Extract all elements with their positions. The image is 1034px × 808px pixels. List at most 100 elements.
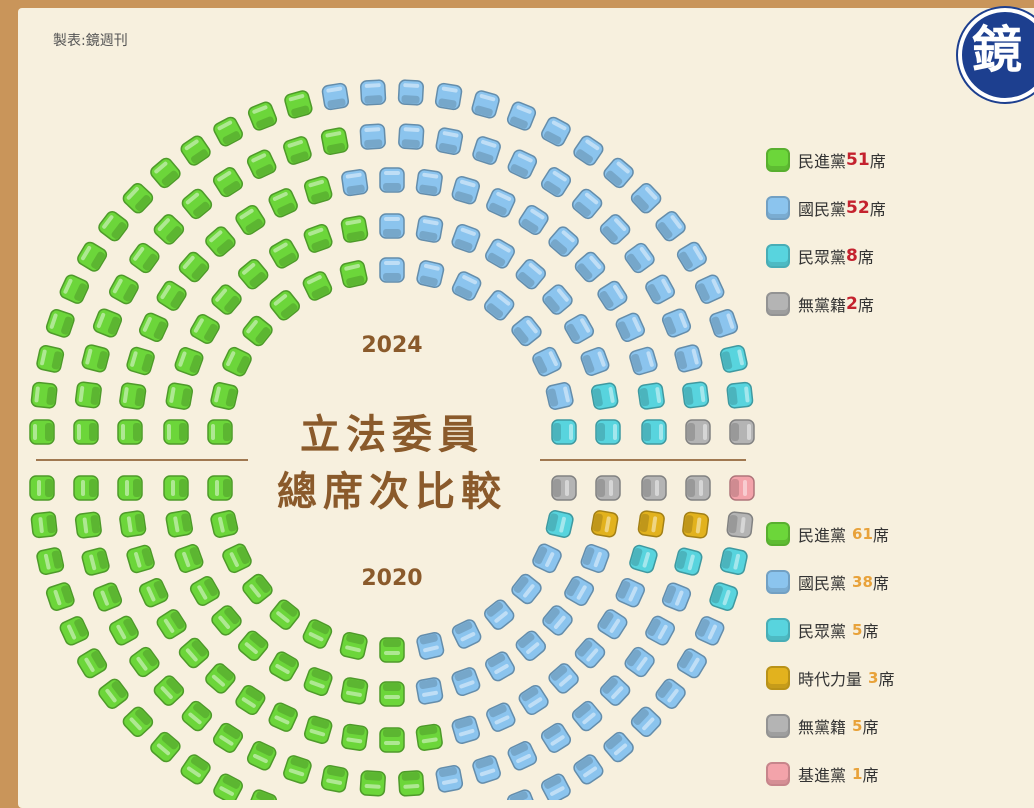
seat-back <box>711 316 723 335</box>
seat-back <box>223 479 231 497</box>
seat-highlight <box>49 313 58 329</box>
seat-2024 <box>339 260 368 289</box>
seat-back <box>486 303 504 319</box>
seat-back <box>518 271 535 288</box>
legend-count: 1 <box>852 765 863 783</box>
legend-count: 5 <box>852 717 863 735</box>
seat-back <box>311 191 330 203</box>
seat-back <box>550 665 568 681</box>
seat-2020 <box>532 543 562 574</box>
seat-back <box>278 653 297 668</box>
seat-2020 <box>210 510 239 538</box>
seat-back <box>731 423 739 441</box>
seat-2020 <box>590 510 619 538</box>
seat-back <box>721 550 733 569</box>
seat-2020 <box>211 605 242 636</box>
seat-highlight <box>496 242 511 253</box>
seat-highlight <box>239 208 254 220</box>
seat-highlight <box>494 663 509 674</box>
seat-highlight <box>678 312 688 329</box>
seat-back <box>225 513 237 532</box>
seat-back <box>46 386 56 406</box>
seat-2020 <box>685 475 711 501</box>
seat-2024 <box>210 382 239 410</box>
seat-2024 <box>416 260 445 289</box>
seat-highlight <box>460 632 476 642</box>
seat-2024 <box>207 419 233 445</box>
seat-2024 <box>532 346 562 377</box>
seat-2024 <box>597 280 628 311</box>
seat-highlight <box>636 656 648 671</box>
seat-back <box>181 388 192 407</box>
legend-count: 61 <box>852 525 873 543</box>
seat-back <box>346 184 365 195</box>
seat-back <box>633 708 649 726</box>
seat-highlight <box>244 642 258 654</box>
seat-back <box>327 98 346 109</box>
seat-highlight <box>219 735 234 746</box>
seat-back <box>91 251 106 269</box>
seat-highlight <box>496 191 512 201</box>
seat-highlight <box>287 139 303 148</box>
seat-back <box>544 295 560 313</box>
seat-back <box>90 515 101 534</box>
seat-highlight <box>691 348 699 365</box>
seat-2024 <box>540 167 572 198</box>
seat-2020 <box>379 727 405 753</box>
seat-back <box>509 116 528 129</box>
seat-2020 <box>269 599 300 630</box>
seat-2024 <box>571 188 603 220</box>
seat-2024 <box>645 274 675 305</box>
seat-2020 <box>30 511 58 539</box>
seat-2024 <box>242 315 273 347</box>
seat-back <box>46 514 56 534</box>
seat-highlight <box>516 105 532 114</box>
seat-back <box>236 355 250 374</box>
seat-back <box>89 479 97 497</box>
legend-count: 3 <box>868 669 879 687</box>
seat-back <box>74 618 88 637</box>
seat-back <box>224 607 240 625</box>
seat-back <box>96 550 108 569</box>
seat-highlight <box>34 386 40 403</box>
seat-highlight <box>142 316 152 332</box>
seat-back <box>626 253 642 271</box>
seat-highlight <box>308 227 324 236</box>
seat-2020 <box>726 511 754 539</box>
legend-unit: 席 <box>872 526 889 545</box>
seat-2020 <box>341 723 369 751</box>
seat-2020 <box>98 678 129 709</box>
seat-highlight <box>699 480 703 496</box>
seat-highlight <box>609 618 621 633</box>
seat-highlight <box>217 120 233 131</box>
seat-2020 <box>541 773 571 800</box>
seat-back <box>134 513 145 532</box>
legend-swatch <box>766 292 790 316</box>
seat-2024 <box>340 215 369 243</box>
seat-back <box>647 284 661 302</box>
seat-2020 <box>451 715 480 744</box>
seat-2024 <box>624 242 655 274</box>
seat-highlight <box>184 139 199 151</box>
seat-back <box>509 791 528 800</box>
seat-2020 <box>163 475 189 501</box>
legend-party: 民進黨 <box>798 152 847 171</box>
seat-highlight <box>613 424 617 440</box>
seat-back <box>280 601 298 617</box>
seat-back <box>605 734 623 750</box>
seat-back <box>141 547 153 567</box>
seat-highlight <box>699 386 706 402</box>
seat-highlight <box>272 191 288 201</box>
seat-highlight <box>252 753 268 764</box>
seat-2020 <box>595 475 621 501</box>
seat-2020 <box>507 741 538 771</box>
seat-2024 <box>122 182 154 214</box>
seat-highlight <box>530 208 545 220</box>
seat-back <box>574 703 591 719</box>
seat-2024 <box>213 116 243 147</box>
seat-highlight <box>553 615 566 629</box>
seat-back <box>543 724 561 740</box>
seat-back <box>383 729 401 737</box>
seat-back <box>711 585 723 604</box>
seat-back <box>543 131 562 145</box>
